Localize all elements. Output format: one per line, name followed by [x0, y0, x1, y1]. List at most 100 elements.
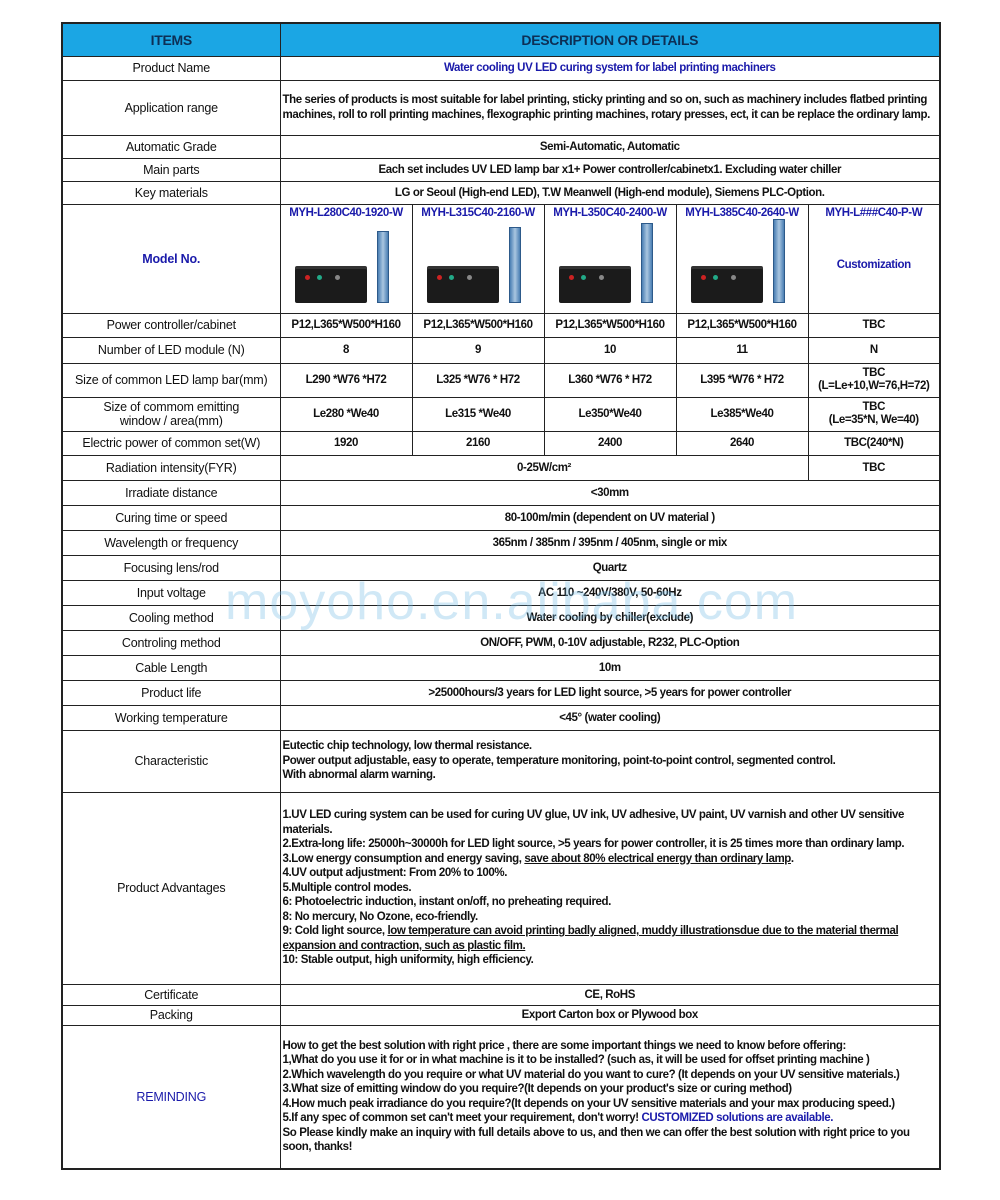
spec-cell: Le385*We40 [675, 396, 809, 432]
model-name: MYH-L###C40-P-W [825, 206, 923, 219]
row-value: 0-25W/cm² [279, 454, 809, 481]
row-value: AC 110 ~240V/380V, 50-60Hz [279, 579, 941, 606]
cabinet-knob [436, 274, 442, 280]
spec-table: ITEMS DESCRIPTION OR DETAILS Product Nam… [61, 22, 942, 1170]
items-header: ITEMS [61, 22, 281, 57]
power-cabinet-image [294, 268, 367, 303]
row-value: The series of products is most suitable … [279, 79, 941, 136]
text-line: 5.If any spec of common set can't meet y… [283, 1111, 938, 1126]
table-row: Product Name Water cooling UV LED curing … [61, 55, 941, 81]
text-segment: Power output adjustable, easy to operate… [282, 754, 836, 767]
cabinet-knob [700, 274, 706, 280]
row-value: <30mm [279, 479, 941, 506]
spec-cell: P12,L365*W500*H160 [279, 312, 413, 338]
text-segment: 5.Multiple control modes. [282, 881, 412, 894]
text-segment: save about 80% electrical energy than or… [524, 852, 791, 865]
spec-cell: Le280 *We40 [279, 396, 413, 432]
text-segment: 4.UV output adjustment: From 20% to 100%… [282, 867, 508, 880]
text-segment: 4.How much peak irradiance do you requir… [282, 1097, 896, 1110]
text-segment: 9: Cold light source, [282, 925, 388, 938]
table-row: Controling method ON/OFF, PWM, 0-10V adju… [61, 629, 941, 656]
row-value: 365nm / 385nm / 395nm / 405nm, single or… [279, 529, 941, 556]
text-segment: CUSTOMIZED solutions are available. [641, 1112, 834, 1125]
spec-cell: 10 [543, 336, 677, 364]
table-row: Size of commom emitting window / area(mm… [61, 396, 941, 432]
row-value: <45° (water cooling) [279, 704, 941, 731]
row-label: Certificate [61, 983, 281, 1006]
row-label: Focusing lens/rod [61, 554, 281, 581]
text-segment: 5.If any spec of common set can't meet y… [282, 1112, 642, 1125]
spec-cell: 2160 [411, 430, 545, 456]
row-label: Main parts [61, 157, 281, 182]
cabinet-knob [304, 274, 310, 280]
reminding-text: How to get the best solution with right … [279, 1024, 941, 1170]
header-row: ITEMS DESCRIPTION OR DETAILS [61, 22, 941, 57]
row-value: 10m [279, 654, 941, 681]
power-cabinet-image [690, 268, 763, 303]
text-line: 2.Extra-long life: 25000h~30000h for LED… [283, 837, 938, 852]
characteristic-label: Characteristic [61, 729, 281, 793]
text-line: Eutectic chip technology, low thermal re… [283, 739, 938, 754]
spec-cell: L360 *W76 * H72 [543, 362, 677, 398]
text-segment: 6: Photoelectric induction, instant on/o… [282, 896, 612, 909]
cabinet-knob [448, 274, 454, 280]
details-header: DESCRIPTION OR DETAILS [279, 22, 941, 57]
text-segment: . [790, 852, 794, 865]
row-label: Wavelength or frequency [61, 529, 281, 556]
row-value: Water cooling UV LED curing system for l… [279, 55, 941, 81]
model-name: MYH-L280C40-1920-W [289, 206, 403, 219]
cabinet-knob [568, 274, 574, 280]
text-line: 9: Cold light source, low temperature ca… [283, 924, 938, 953]
row-label: Key materials [61, 180, 281, 205]
reminding-row: REMINDING How to get the best solution wi… [61, 1024, 941, 1170]
cabinet-knob [466, 274, 472, 280]
reminding-label: REMINDING [61, 1024, 281, 1170]
spec-cell: L290 *W76 *H72 [279, 362, 413, 398]
model-label: Model No. [61, 203, 281, 314]
row-label: Size of commom emitting window / area(mm… [61, 396, 281, 432]
product-image [547, 222, 674, 307]
table-row: Irradiate distance <30mm [61, 479, 941, 506]
advantages-row: Product Advantages 1.UV LED curing system… [61, 791, 941, 985]
text-line: 4.UV output adjustment: From 20% to 100%… [283, 866, 938, 881]
advantages-label: Product Advantages [61, 791, 281, 985]
spec-cell: 8 [279, 336, 413, 364]
spec-cell: L395 *W76 * H72 [675, 362, 809, 398]
row-label: Automatic Grade [61, 134, 281, 159]
spec-cell: TBC (L=Le+10,W=76,H=72) [807, 362, 941, 398]
table-row: Power controller/cabinet P12,L365*W500*H1… [61, 312, 941, 338]
spec-cell: TBC [807, 454, 941, 481]
cabinet-knob [316, 274, 322, 280]
table-row: Cooling method Water cooling by chiller(e… [61, 604, 941, 631]
lamp-bar-image [376, 230, 389, 303]
cabinet-knob [580, 274, 586, 280]
text-segment: 2.Which wavelength do you require or wha… [282, 1068, 900, 1081]
spec-cell: 1920 [279, 430, 413, 456]
text-line: 3.Low energy consumption and energy savi… [283, 852, 938, 867]
table-row: Application range The series of products … [61, 79, 941, 136]
spec-cell: 9 [411, 336, 545, 364]
row-label: Packing [61, 1004, 281, 1026]
table-row: Radiation intensity(FYR) 0-25W/cm² TBC [61, 454, 941, 481]
row-value: 80-100m/min (dependent on UV material ) [279, 504, 941, 531]
lamp-bar-image [640, 222, 653, 303]
text-line: 5.Multiple control modes. [283, 881, 938, 896]
text-segment: 1.UV LED curing system can be used for c… [282, 809, 905, 836]
row-label: Product Name [61, 55, 281, 81]
row-value: LG or Seoul (High-end LED), T.W Meanwell… [279, 180, 941, 205]
table-row: Electric power of common set(W) 1920 2160 2… [61, 430, 941, 456]
table-row: Curing time or speed 80-100m/min (depende… [61, 504, 941, 531]
spec-cell: P12,L365*W500*H160 [543, 312, 677, 338]
product-image [679, 218, 806, 307]
characteristic-text: Eutectic chip technology, low thermal re… [279, 729, 941, 793]
table-row: Cable Length 10m [61, 654, 941, 681]
row-value: CE, RoHS [279, 983, 941, 1006]
row-value: Quartz [279, 554, 941, 581]
advantages-text: 1.UV LED curing system can be used for c… [279, 791, 941, 985]
text-segment: Eutectic chip technology, low thermal re… [282, 740, 533, 753]
text-line: 3.What size of emitting window do you re… [283, 1082, 938, 1097]
product-image [283, 223, 410, 307]
model-cell: MYH-L###C40-P-W Customization [807, 203, 941, 314]
row-label: Radiation intensity(FYR) [61, 454, 281, 481]
spec-cell: Le350*We40 [543, 396, 677, 432]
